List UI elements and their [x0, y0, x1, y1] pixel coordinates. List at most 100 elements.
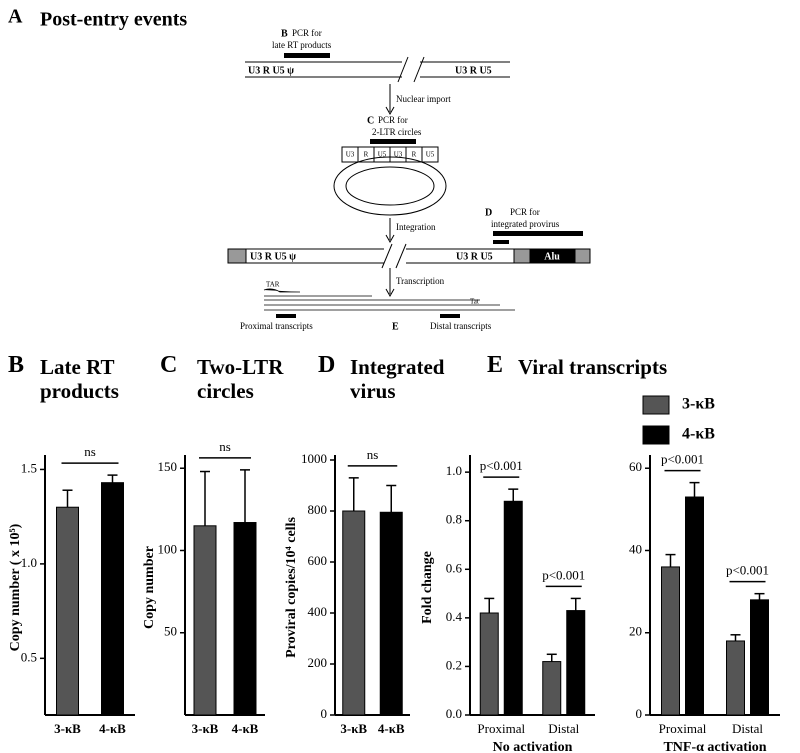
- transcript-label: Proximal transcripts: [240, 321, 313, 331]
- primer-bar: [370, 139, 416, 144]
- circle-inner: [345, 166, 435, 206]
- circle-outer: [333, 156, 447, 216]
- ltr-box-label: U5: [426, 151, 435, 159]
- ltr-box-label: R: [364, 151, 369, 159]
- tar-label: TAR: [266, 281, 280, 289]
- ltr-box-label: U3: [346, 151, 355, 159]
- bar: [342, 510, 366, 716]
- x-tick-label: 3-κB: [340, 721, 367, 736]
- ltr-label: U3 R U5: [455, 65, 492, 76]
- ltr-junction: U3 R U5 U3 R U5: [341, 146, 439, 163]
- pcr-text: late RT products: [272, 40, 332, 50]
- y-tick-label: 50: [164, 624, 177, 639]
- ltr-box-label: U3: [394, 151, 403, 159]
- pcr-text: 2-LTR circles: [372, 127, 422, 137]
- ltr-box-label: U5: [378, 151, 387, 159]
- x-axis-title: TNF-α activation: [663, 740, 766, 753]
- x-tick-label: Distal: [732, 721, 763, 736]
- arrow-head: [385, 288, 395, 298]
- legend-swatch: [642, 425, 670, 445]
- bar: [542, 661, 562, 716]
- y-tick-label: 600: [308, 553, 328, 568]
- x-tick-label: 4-κB: [378, 721, 405, 736]
- significance-label: p<0.001: [480, 458, 523, 473]
- pcr-text: PCR for: [378, 115, 408, 125]
- step-label: Nuclear import: [396, 94, 451, 104]
- bar: [503, 500, 523, 716]
- x-tick-label: Proximal: [659, 721, 707, 736]
- provirus: [227, 243, 591, 269]
- ltr-label: U3 R U5 ψ: [248, 65, 294, 76]
- y-tick-label: 150: [158, 459, 178, 474]
- pcr-label: C: [367, 115, 374, 126]
- y-tick-label: 0.0: [446, 706, 462, 721]
- transcripts: [263, 288, 515, 311]
- significance-label: p<0.001: [726, 563, 769, 578]
- panel-label: B: [8, 352, 25, 378]
- bar: [379, 511, 403, 716]
- viral-dna: [245, 56, 510, 83]
- bar: [193, 525, 217, 716]
- ltr-box: [421, 146, 439, 163]
- y-axis-title: Fold change: [420, 551, 435, 624]
- y-tick-label: 100: [158, 541, 178, 556]
- bar: [101, 482, 124, 716]
- y-tick-label: 0: [321, 706, 328, 721]
- ltr-label: U3 R U5 ψ: [250, 251, 296, 262]
- significance-label: ns: [219, 439, 231, 454]
- transcript-label: Distal transcripts: [430, 321, 492, 331]
- ltr-label: U3 R U5: [456, 251, 493, 262]
- y-tick-label: 800: [308, 502, 328, 517]
- pcr-label: B: [281, 28, 288, 39]
- x-tick-label: Proximal: [477, 721, 525, 736]
- significance-label: ns: [367, 447, 379, 462]
- y-axis-title: Proviral copies/10⁴ cells: [284, 517, 299, 658]
- chart-title: Two-LTR circles: [197, 355, 284, 403]
- ltr-box-label: R: [412, 151, 417, 159]
- x-tick-label: Distal: [548, 721, 579, 736]
- y-tick-label: 0.6: [446, 560, 463, 575]
- arrow-head: [385, 106, 395, 116]
- pcr-text: integrated provirus: [491, 219, 560, 229]
- panel-title: Post-entry events: [40, 9, 187, 31]
- significance-label: ns: [84, 444, 96, 459]
- primer-bar: [493, 240, 509, 244]
- bar: [566, 610, 586, 716]
- bar: [726, 640, 745, 716]
- pcr-text: PCR for: [292, 28, 322, 38]
- bar: [685, 496, 704, 716]
- legend-label: 3-κB: [682, 396, 715, 413]
- legend-swatch: [642, 395, 670, 415]
- pcr-label: D: [485, 207, 492, 218]
- pcr-text: PCR for: [510, 207, 540, 217]
- significance-label: p<0.001: [661, 452, 704, 467]
- step-label: Transcription: [396, 276, 445, 286]
- primer-bar: [493, 231, 583, 236]
- significance-label: p<0.001: [542, 567, 585, 582]
- step-label: Integration: [396, 222, 436, 232]
- y-tick-label: 0.5: [21, 649, 37, 664]
- y-tick-label: 40: [629, 541, 642, 556]
- x-tick-label: 3-κB: [54, 721, 81, 736]
- x-tick-label: 3-κB: [192, 721, 219, 736]
- bar: [750, 599, 769, 716]
- x-tick-label: 4-κB: [232, 721, 259, 736]
- transcript-label: E: [392, 321, 399, 332]
- primer-bar: [276, 314, 296, 318]
- y-tick-label: 0.2: [446, 657, 462, 672]
- bar: [479, 612, 499, 716]
- chart-title: Integrated virus: [350, 355, 445, 403]
- tat-label: Tat: [470, 298, 479, 306]
- y-tick-label: 0.8: [446, 512, 462, 527]
- y-tick-label: 1.0: [446, 463, 462, 478]
- arrow-head: [385, 234, 395, 244]
- chart-title: Viral transcripts: [518, 355, 668, 379]
- y-tick-label: 0.4: [446, 609, 463, 624]
- alu-label: Alu: [544, 251, 560, 262]
- y-tick-label: 400: [308, 604, 328, 619]
- x-axis-title: No activation: [493, 740, 573, 753]
- y-tick-label: 20: [629, 624, 642, 639]
- y-tick-label: 200: [308, 655, 328, 670]
